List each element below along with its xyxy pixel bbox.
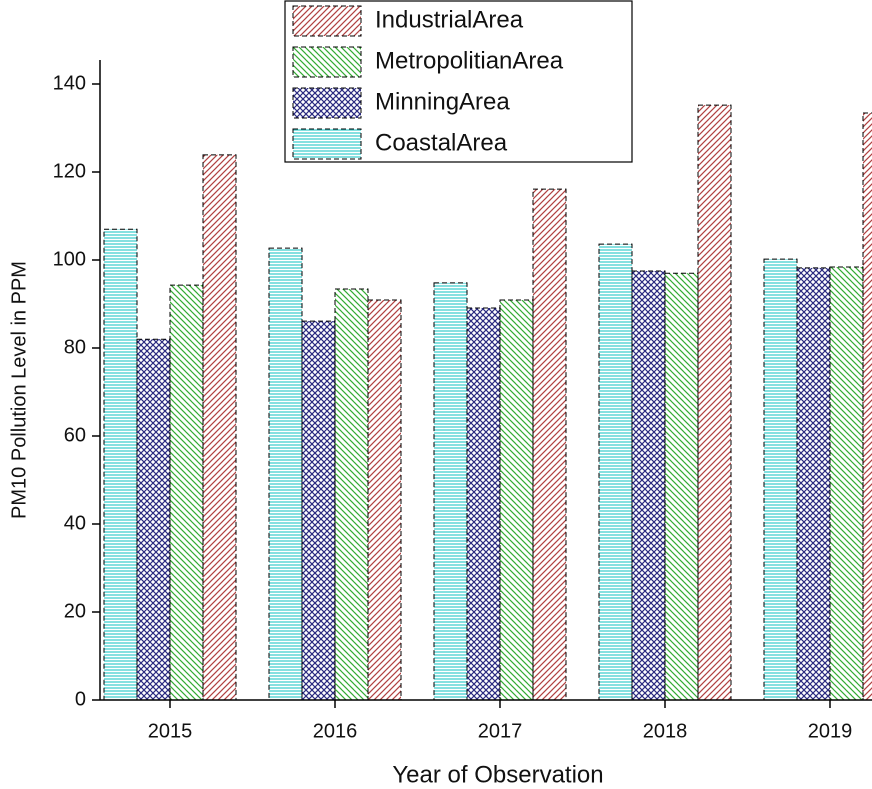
legend-swatch bbox=[292, 128, 362, 160]
bar bbox=[268, 247, 303, 701]
bar bbox=[829, 266, 864, 701]
legend-label: MetropolitianArea bbox=[375, 47, 564, 74]
bar bbox=[697, 104, 732, 701]
bar bbox=[862, 112, 872, 701]
y-tick-label: 40 bbox=[64, 512, 86, 534]
y-tick-label: 80 bbox=[64, 336, 86, 358]
bar bbox=[631, 270, 666, 701]
x-tick-label: 2016 bbox=[313, 720, 358, 742]
legend: IndustrialArea MetropolitianArea MinningAr… bbox=[284, 0, 633, 163]
bar bbox=[433, 282, 468, 701]
bar bbox=[598, 243, 633, 701]
legend-swatch bbox=[292, 87, 362, 119]
legend-label: MinningArea bbox=[375, 88, 510, 115]
x-tick-label: 2015 bbox=[148, 720, 193, 742]
x-tick-label: 2018 bbox=[643, 720, 688, 742]
y-tick-label: 20 bbox=[64, 600, 86, 622]
bar bbox=[763, 258, 798, 701]
bar bbox=[136, 338, 171, 701]
bar bbox=[103, 228, 138, 701]
bar bbox=[796, 267, 831, 701]
y-tick-label: 0 bbox=[75, 688, 86, 710]
legend-label: IndustrialArea bbox=[375, 6, 524, 33]
bar bbox=[532, 188, 567, 701]
bar bbox=[301, 320, 336, 701]
bar bbox=[334, 288, 369, 701]
y-tick-label: 140 bbox=[53, 72, 86, 94]
y-tick-label: 100 bbox=[53, 248, 86, 270]
bar bbox=[499, 299, 534, 701]
x-tick-label: 2019 bbox=[808, 720, 853, 742]
legend-swatch bbox=[292, 5, 362, 37]
x-tick-label: 2017 bbox=[478, 720, 523, 742]
bar bbox=[664, 272, 699, 701]
y-tick-label: 120 bbox=[53, 160, 86, 182]
y-tick-label: 60 bbox=[64, 424, 86, 446]
bar bbox=[466, 307, 501, 701]
x-axis-label: Year of Observation bbox=[392, 761, 603, 788]
legend-label: CoastalArea bbox=[375, 129, 508, 156]
bar bbox=[367, 299, 402, 701]
y-axis-label: PM10 Pollution Level in PPM bbox=[8, 261, 30, 519]
bar bbox=[202, 154, 237, 701]
legend-swatch bbox=[292, 46, 362, 78]
bar bbox=[169, 284, 204, 701]
